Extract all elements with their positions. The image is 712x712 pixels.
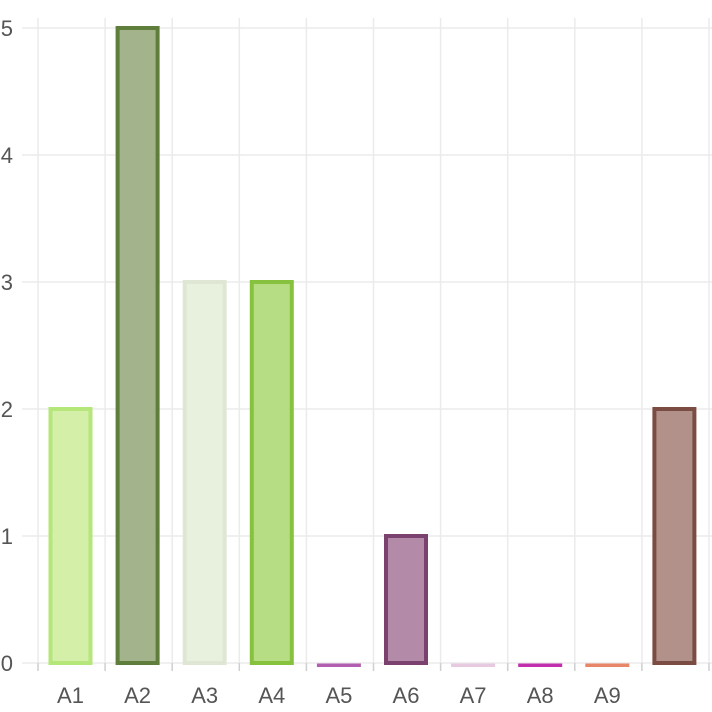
bar-A2 [115, 26, 160, 665]
x-tick-label-A3: A3 [191, 683, 218, 708]
bar-A8 [518, 663, 563, 667]
bars [48, 26, 697, 667]
x-tick-label-A2: A2 [124, 683, 151, 708]
x-tick-label-A1: A1 [57, 683, 84, 708]
y-tick-label-3: 3 [1, 270, 13, 295]
bar-A6 [384, 534, 428, 665]
x-axis-ticks: A1 A2 A3 A4 A5 A6 A7 A8 A9 [37, 663, 710, 708]
x-tick-label-A5: A5 [325, 683, 352, 708]
bar-A9 [585, 663, 630, 667]
x-tick-label-A7: A7 [460, 683, 487, 708]
x-tick-label-A8: A8 [527, 683, 554, 708]
y-tick-label-1: 1 [1, 524, 13, 549]
bar-A3 [182, 280, 227, 665]
y-axis-ticks: 0 1 2 3 4 5 [1, 16, 13, 676]
y-tick-label-4: 4 [1, 143, 13, 168]
bar-A5 [316, 663, 361, 667]
y-tick-label-5: 5 [1, 16, 13, 41]
x-tick-label-A9: A9 [594, 683, 621, 708]
y-tick-label-2: 2 [1, 397, 13, 422]
bar-A4 [249, 280, 294, 665]
bar-A7 [451, 663, 496, 667]
bar-unlabeled [652, 407, 697, 665]
x-tick-label-A4: A4 [258, 683, 285, 708]
y-tick-label-0: 0 [1, 651, 13, 676]
bar-A1 [48, 407, 93, 665]
x-tick-label-A6: A6 [393, 683, 420, 708]
